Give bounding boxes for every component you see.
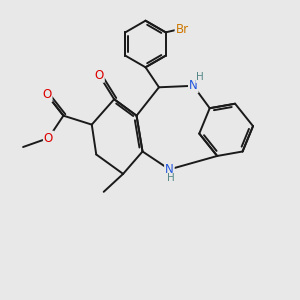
Text: H: H (196, 72, 204, 82)
Text: Br: Br (176, 23, 189, 36)
Text: O: O (42, 88, 52, 101)
Text: O: O (94, 69, 104, 82)
Text: O: O (44, 132, 53, 145)
Text: N: N (189, 79, 198, 92)
Text: N: N (165, 163, 174, 176)
Text: H: H (167, 173, 175, 183)
